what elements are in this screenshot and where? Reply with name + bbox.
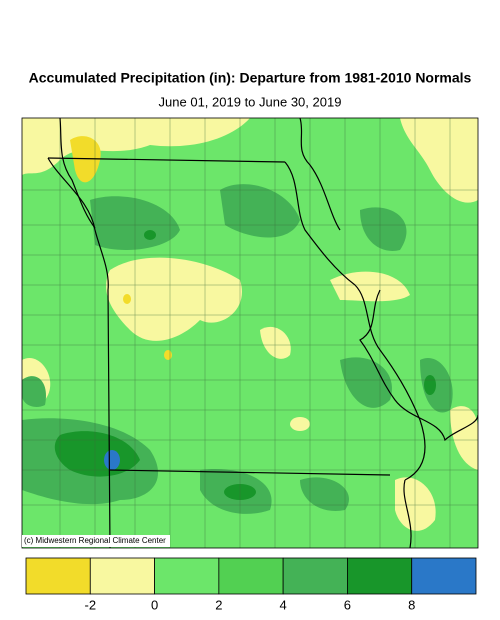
legend-swatch <box>25 557 91 595</box>
legend-tick-label: 6 <box>344 597 351 612</box>
legend-tick-label: 0 <box>151 597 158 612</box>
legend-swatch <box>282 557 348 595</box>
legend-swatch <box>89 557 155 595</box>
map-title: Accumulated Precipitation (in): Departur… <box>29 70 472 86</box>
map-subtitle: June 01, 2019 to June 30, 2019 <box>159 94 342 109</box>
credit: (c) Midwestern Regional Climate Center <box>24 536 166 545</box>
legend-tick-label: 2 <box>215 597 222 612</box>
legend-swatch <box>154 557 220 595</box>
legend-tick-label: 8 <box>408 597 415 612</box>
legend: -2 0 2 4 6 8 <box>25 557 477 612</box>
legend-swatch <box>218 557 284 595</box>
legend-swatch <box>347 557 413 595</box>
legend-tick-label: -2 <box>85 597 97 612</box>
legend-swatch <box>411 557 477 595</box>
legend-tick-label: 4 <box>280 597 287 612</box>
map: (c) Midwestern Regional Climate Center <box>21 117 479 549</box>
